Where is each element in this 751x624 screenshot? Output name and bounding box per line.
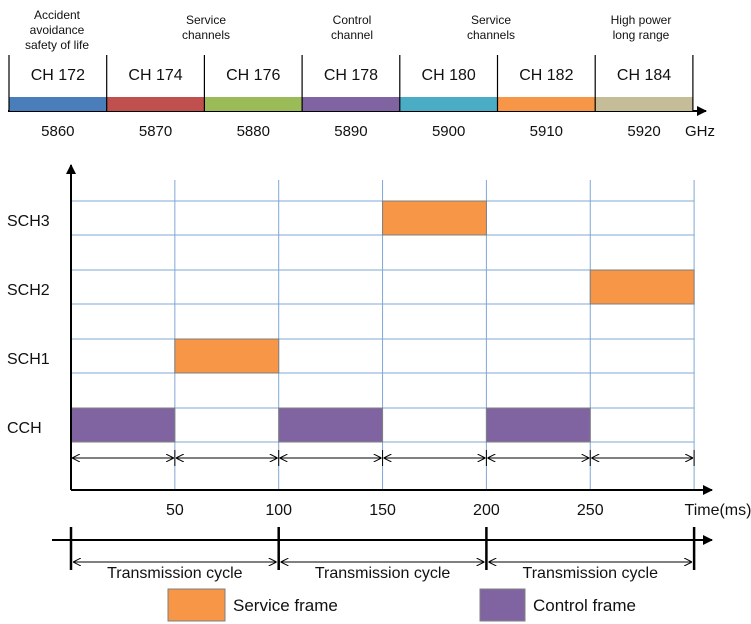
channel-category-label: Service (186, 13, 226, 27)
channel-category-label: Service (471, 13, 511, 27)
channel-2-bar (106, 97, 205, 111)
channel-5-bar (399, 97, 498, 111)
channel-6-bar (497, 97, 596, 111)
frequency-label: 5880 (237, 123, 270, 140)
channel-category-label: channels (467, 28, 515, 42)
channel-category-label: safety of life (25, 38, 89, 52)
time-tick-label: 200 (473, 502, 500, 519)
channel-4-label: CH 178 (324, 67, 378, 84)
channel-band: GHz CH 172 CH 174 CH 176 CH 178 CH 180 CH 182… (8, 8, 715, 140)
channel-3-bar (204, 97, 303, 111)
time-tick-label: 50 (166, 502, 184, 519)
row-label-sch1: SCH1 (7, 351, 50, 368)
legend-service-swatch (167, 588, 226, 622)
frequency-label: 5890 (334, 123, 367, 140)
control-frame (70, 407, 176, 443)
channel-3-label: CH 176 (226, 67, 280, 84)
time-tick-label: 150 (369, 502, 396, 519)
channel-2-label: CH 174 (128, 67, 182, 84)
frequency-label: 5920 (627, 123, 660, 140)
channel-1-label: CH 172 (31, 67, 85, 84)
legend: Service frame Control frame (167, 588, 636, 622)
row-label-sch2: SCH2 (7, 282, 50, 299)
frequency-label: 5870 (139, 123, 172, 140)
channel-6-label: CH 182 (519, 67, 573, 84)
control-frame (278, 407, 384, 443)
channel-category-label: High power (611, 13, 672, 27)
channel-7-bar (595, 97, 693, 111)
service-frame (382, 200, 487, 236)
frequency-label: 5910 (530, 123, 563, 140)
transmission-cycle-label: Transmission cycle (523, 565, 659, 582)
legend-control-swatch (479, 588, 526, 622)
frequency-unit-label: GHz (685, 123, 715, 140)
channel-4-bar (302, 97, 400, 111)
channel-1-bar (9, 97, 107, 111)
row-label-sch3: SCH3 (7, 213, 50, 230)
time-tick-label: 100 (265, 502, 292, 519)
channel-7-label: CH 184 (617, 67, 671, 84)
legend-service-label: Service frame (233, 596, 338, 615)
channel-category-label: channel (331, 28, 373, 42)
service-frame (174, 338, 280, 374)
channel-5-label: CH 180 (422, 67, 476, 84)
transmission-cycles: Transmission cycle Transmission cycle Tran… (52, 527, 713, 582)
control-frame (485, 407, 591, 443)
channel-category-label: Accident (34, 8, 81, 22)
frequency-label: 5860 (41, 123, 74, 140)
channel-category-label: long range (613, 28, 670, 42)
time-tick-label: 250 (577, 502, 604, 519)
channel-category-label: avoidance (30, 23, 85, 37)
timing-chart: SCH3 SCH2 SCH1 CCH 50 100 150 200 250 Time(ms) (7, 164, 751, 519)
service-frame (589, 269, 695, 305)
transmission-cycle-label: Transmission cycle (315, 565, 451, 582)
time-axis-label: Time(ms) (685, 502, 751, 519)
legend-control-label: Control frame (533, 596, 636, 615)
frequency-label: 5900 (432, 123, 465, 140)
channel-category-label: Control (333, 13, 372, 27)
transmission-cycle-label: Transmission cycle (107, 565, 243, 582)
channel-category-label: channels (182, 28, 230, 42)
row-label-cch: CCH (7, 420, 42, 437)
